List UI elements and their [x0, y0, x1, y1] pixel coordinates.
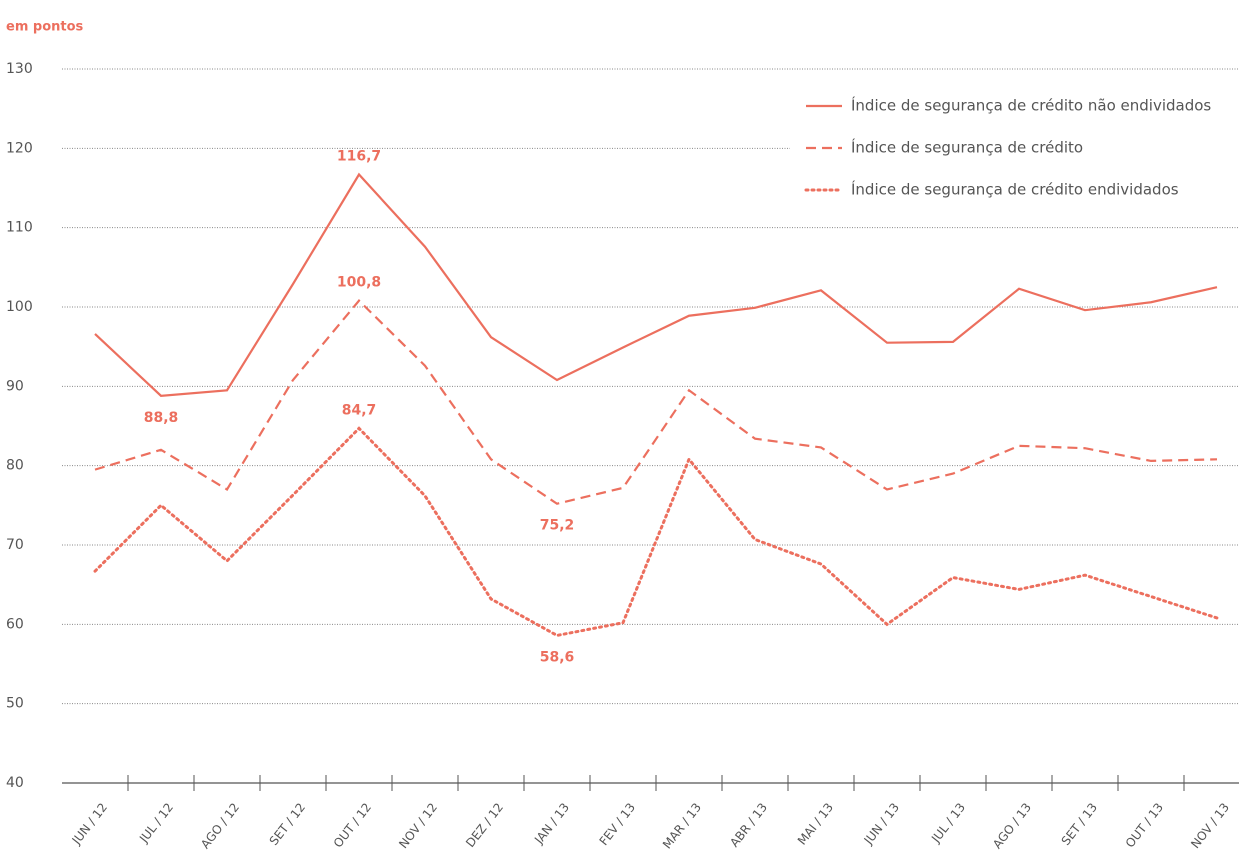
data-label: 88,8 — [144, 410, 179, 426]
y-tick-label: 100 — [6, 299, 33, 315]
x-tick-label: JUL / 13 — [928, 800, 968, 846]
y-tick-label: 90 — [6, 378, 24, 394]
y-tick-label: 50 — [6, 696, 24, 712]
y-tick-label: 70 — [6, 537, 24, 553]
x-tick-label: DEZ / 12 — [463, 800, 506, 850]
x-tick-label: JAN / 13 — [531, 800, 572, 847]
legend-background — [790, 80, 1239, 210]
x-tick-label: JUN / 12 — [69, 800, 110, 847]
x-tick-label: MAR / 13 — [660, 800, 704, 851]
x-tick-label: NOV / 13 — [1188, 800, 1232, 851]
y-tick-label: 110 — [6, 220, 33, 236]
y-tick-label: 80 — [6, 458, 24, 474]
x-tick-label: OUT / 13 — [1123, 800, 1166, 850]
data-label: 75,2 — [540, 518, 575, 534]
x-tick-label: NOV / 12 — [396, 800, 440, 851]
x-tick-label: MAI / 13 — [795, 800, 836, 847]
data-label: 116,7 — [337, 149, 381, 165]
legend: Índice de segurança de crédito não endiv… — [790, 80, 1239, 210]
x-tick-label: AGO / 12 — [198, 800, 242, 851]
data-label: 58,6 — [540, 649, 575, 665]
y-tick-label: 120 — [6, 140, 33, 156]
legend-label: Índice de segurança de crédito endividad… — [851, 180, 1179, 199]
x-tick-label: JUN / 13 — [861, 800, 902, 847]
series-line — [94, 299, 1218, 505]
y-tick-label: 40 — [6, 775, 24, 791]
y-tick-label: 130 — [6, 61, 33, 77]
series-line — [94, 172, 1218, 397]
x-tick-label: ABR / 13 — [727, 800, 770, 849]
legend-label: Índice de segurança de crédito — [851, 138, 1083, 157]
x-tick-label: JUL / 12 — [136, 800, 176, 846]
data-label: 84,7 — [342, 402, 377, 418]
x-tick-label: SET / 13 — [1059, 800, 1100, 848]
series-line — [93, 426, 1219, 638]
chart-subtitle: em pontos — [6, 20, 84, 35]
y-tick-label: 60 — [6, 616, 24, 632]
x-tick-label: FEV / 13 — [597, 800, 639, 848]
x-tick-label: OUT / 12 — [331, 800, 374, 850]
x-tick-label: AGO / 13 — [990, 800, 1034, 851]
legend-label: Índice de segurança de crédito não endiv… — [851, 96, 1211, 115]
x-tick-label: SET / 12 — [267, 800, 308, 848]
data-label: 100,8 — [337, 275, 381, 291]
